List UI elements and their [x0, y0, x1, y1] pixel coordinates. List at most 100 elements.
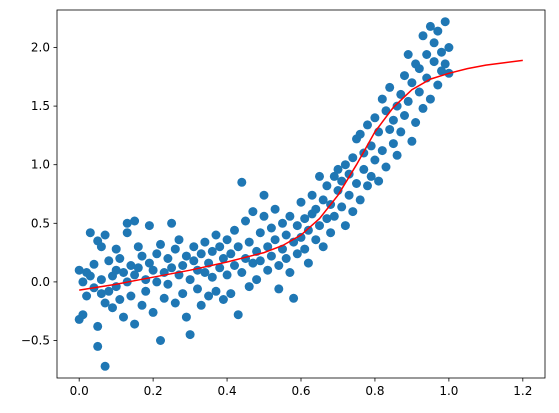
scatter-point: [348, 207, 358, 217]
scatter-point: [126, 291, 136, 301]
scatter-point: [403, 50, 413, 59]
scatter-point: [248, 207, 258, 217]
scatter-point: [366, 171, 376, 181]
scatter-point: [318, 195, 328, 205]
scatter-point: [104, 286, 114, 296]
scatter-point: [207, 246, 217, 256]
x-tick-label: 0.4: [218, 384, 237, 398]
scatter-point: [400, 71, 409, 81]
scatter-point: [281, 254, 291, 263]
scatter-point: [296, 232, 306, 242]
scatter-point: [252, 275, 262, 285]
scatter-point: [133, 242, 143, 252]
scatter-point: [78, 277, 88, 287]
scatter-point: [85, 271, 95, 281]
scatter-point: [100, 298, 110, 308]
scatter-point: [233, 242, 243, 252]
scatter-point: [340, 160, 350, 170]
scatter-point: [307, 190, 317, 200]
scatter-point: [156, 336, 165, 345]
scatter-point: [392, 150, 402, 160]
scatter-point: [181, 312, 191, 322]
scatter-point: [141, 286, 151, 296]
scatter-point: [396, 127, 406, 137]
scatter-point: [396, 89, 406, 99]
scatter-point: [337, 176, 347, 186]
scatter-point: [407, 136, 417, 146]
scatter-point: [185, 330, 195, 340]
scatter-point: [274, 284, 284, 294]
scatter-point: [318, 242, 328, 252]
scatter-point: [144, 258, 154, 268]
scatter-point: [377, 94, 387, 104]
scatter-point: [377, 146, 387, 156]
scatter-point: [259, 190, 269, 200]
scatter-point: [100, 361, 110, 371]
scatter-point: [437, 47, 446, 57]
scatter-point: [130, 216, 140, 226]
scatter-point: [226, 249, 236, 259]
scatter-point: [233, 310, 243, 320]
scatter-point: [122, 218, 132, 228]
x-tick-label: 0.2: [144, 384, 163, 398]
scatter-point: [85, 228, 95, 238]
scatter-point: [263, 242, 273, 252]
scatter-point: [285, 268, 295, 277]
scatter-point: [100, 230, 110, 240]
scatter-point: [385, 82, 395, 92]
scatter-point: [440, 59, 450, 69]
scatter-point: [255, 256, 265, 266]
scatter-point: [130, 270, 140, 280]
scatter-point: [244, 282, 254, 292]
scatter-point: [278, 218, 287, 228]
scatter-point: [152, 277, 162, 287]
scatter-point: [433, 80, 443, 90]
scatter-point: [340, 221, 350, 231]
scatter-point: [285, 211, 295, 221]
scatter-point: [148, 265, 158, 275]
scatter-point: [82, 291, 92, 301]
scatter-point: [89, 259, 99, 269]
scatter-point: [363, 181, 372, 191]
y-tick-label: 2.0: [31, 41, 50, 55]
scatter-point: [411, 118, 421, 127]
scatter-point: [355, 129, 365, 139]
scatter-point: [230, 261, 239, 270]
scatter-point: [403, 96, 413, 106]
scatter-point: [211, 286, 221, 296]
scatter-point: [440, 17, 450, 27]
x-tick-label: 1.0: [439, 384, 458, 398]
scatter-point: [388, 115, 398, 125]
scatter-point: [292, 221, 302, 231]
scatter-point: [237, 177, 247, 187]
scatter-point: [374, 176, 384, 186]
scatter-point: [196, 300, 206, 310]
scatter-point: [185, 275, 195, 285]
scatter-point: [388, 139, 398, 149]
scatter-point: [329, 211, 339, 221]
scatter-point: [329, 171, 339, 181]
scatter-point: [248, 258, 258, 268]
scatter-point: [414, 64, 424, 74]
scatter-point: [255, 228, 265, 238]
scatter-point: [370, 113, 380, 123]
scatter-point: [352, 179, 361, 188]
scatter-point: [137, 251, 147, 261]
scatter-point: [274, 261, 284, 270]
scatter-point: [292, 249, 302, 259]
scatter-point: [200, 268, 210, 277]
scatter-point: [78, 310, 88, 320]
scatter-point: [211, 230, 221, 240]
scatter-point: [115, 254, 125, 263]
scatter-point: [163, 254, 173, 263]
y-tick-label: 1.0: [31, 158, 50, 172]
scatter-point: [130, 319, 140, 329]
scatter-point: [115, 295, 125, 304]
scatter-point: [111, 244, 121, 254]
scatter-point: [189, 242, 199, 252]
scatter-point: [392, 101, 402, 111]
scatter-point: [144, 221, 154, 231]
scatter-point: [270, 235, 280, 245]
